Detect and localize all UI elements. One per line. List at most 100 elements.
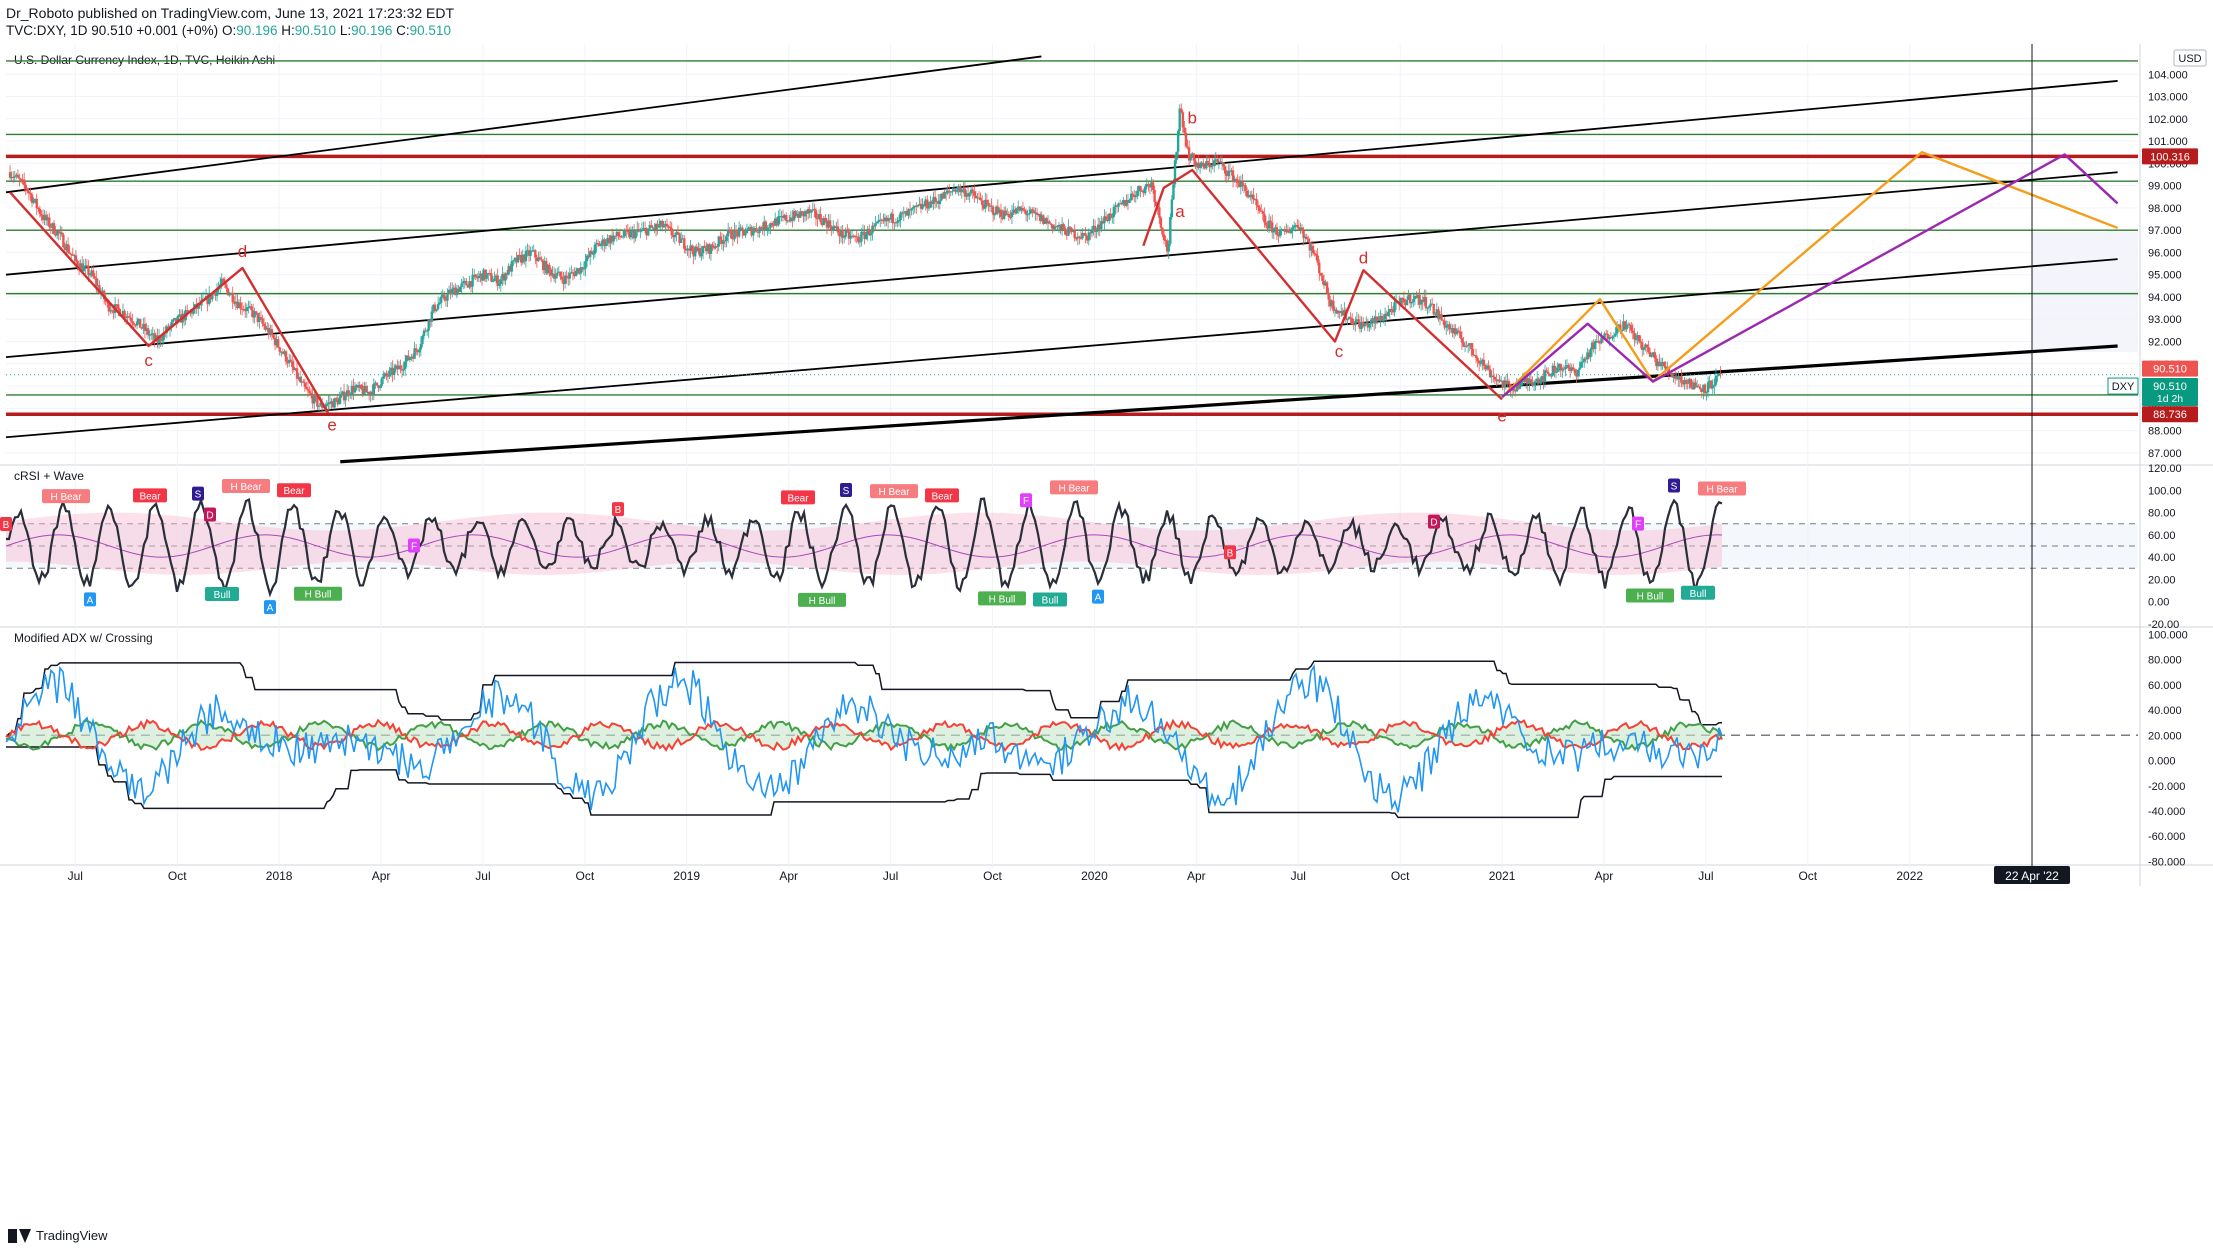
candle-body (1717, 373, 1721, 376)
candle-body (673, 234, 677, 238)
time-tick-label: 2020 (1081, 869, 1108, 883)
candle-body (1583, 358, 1586, 362)
candle-body (1702, 384, 1705, 392)
candle-body (805, 211, 808, 214)
candle-body (737, 227, 741, 237)
candle-body (672, 235, 675, 238)
candle-body (377, 385, 380, 389)
candle-body (382, 376, 385, 379)
candle-body (937, 201, 940, 204)
candle-body (1572, 367, 1575, 370)
candle-body (1564, 366, 1567, 370)
price-tick-label: 97.000 (2148, 225, 2182, 237)
candle-body (1451, 328, 1454, 334)
candle-body (62, 234, 65, 248)
candle-body (709, 244, 713, 254)
candle-body (1586, 352, 1589, 359)
candle-body (74, 255, 78, 262)
candle-body (523, 254, 526, 262)
candle-body (651, 227, 655, 229)
crsi-tick-label: -20.00 (2148, 619, 2179, 631)
candle-body (454, 287, 457, 296)
candle-body (924, 199, 927, 207)
candle-body (1434, 313, 1437, 315)
candle-body (1129, 193, 1133, 201)
candle-body (176, 316, 180, 323)
candle-body (396, 365, 399, 370)
candle-body (996, 206, 1000, 214)
crsi-badge-label: S (195, 490, 202, 501)
candle-body (1325, 282, 1329, 294)
candle-body (1220, 162, 1224, 164)
candle-body (657, 225, 661, 228)
candle-body (548, 264, 551, 270)
price-tag-2 (2142, 378, 2198, 407)
candle-body (345, 390, 349, 397)
candle-body (1518, 385, 1522, 389)
candle-body (596, 243, 600, 245)
candle-body (871, 225, 874, 234)
candle-body (350, 385, 354, 395)
candle-body (408, 357, 412, 360)
candle-body (1639, 341, 1642, 343)
candle-body (593, 244, 597, 254)
candle-body (563, 275, 567, 285)
crsi-badge-label: Bull (1690, 589, 1707, 600)
candle-body (617, 231, 620, 237)
candle-body (10, 176, 13, 178)
candle-body (1297, 227, 1301, 230)
candle-body (107, 301, 111, 312)
candle-body (1100, 221, 1103, 230)
candle-body (167, 326, 170, 330)
candle-body (355, 385, 358, 388)
candle-body (422, 330, 426, 336)
crsi-badge (781, 490, 815, 505)
candle-body (1294, 224, 1297, 226)
candle-body (225, 284, 228, 289)
candle-body (590, 251, 593, 255)
price-change: +0.001 (+0%) (136, 23, 219, 38)
candle-body (60, 232, 64, 235)
candle-body (1286, 229, 1290, 233)
candle-body (982, 204, 985, 209)
candle-body (1648, 351, 1652, 357)
candle-body (795, 213, 799, 217)
candle-body (985, 199, 989, 203)
candle-body (1557, 363, 1561, 368)
candle-body (1183, 127, 1186, 133)
candle-body (1009, 216, 1012, 218)
candle-body (1427, 306, 1431, 308)
candle-body (407, 355, 410, 360)
candle-body (565, 275, 568, 278)
candle-body (1350, 318, 1354, 325)
adx-tick-label: -40.000 (2148, 806, 2185, 818)
candle-body (1647, 347, 1650, 352)
candle-body (579, 267, 582, 274)
candle-body (1380, 316, 1384, 322)
candle-body (502, 273, 506, 281)
candle-body (498, 284, 501, 286)
crsi-tick-label: 0.00 (2148, 597, 2169, 609)
candle-body (634, 231, 637, 239)
candle-body (578, 268, 581, 274)
candle-body (966, 193, 970, 197)
candle-body (639, 230, 642, 232)
candle-body (1316, 255, 1319, 263)
candle-body (1479, 363, 1482, 365)
candle-body (603, 239, 606, 246)
candle-body (1637, 335, 1641, 342)
price-tick-label: 104.000 (2148, 69, 2188, 81)
candle-body (1604, 333, 1608, 335)
candle-body (948, 190, 951, 192)
chart-canvas[interactable]: Jul Oct 2018 Apr Jul Oct 2019 Apr Jul Oct 2020 Apr J… (0, 44, 2213, 1224)
candle-body (1103, 216, 1106, 224)
candle-body (1612, 335, 1616, 337)
crsi-badge-label: B (1227, 548, 1234, 559)
candle-body (560, 276, 564, 280)
candle-body (1026, 214, 1029, 216)
candle-body (1546, 371, 1550, 374)
crsi-badge (133, 488, 167, 503)
candle-body (1216, 159, 1219, 162)
candle-body (1187, 147, 1191, 161)
candle-body (1101, 221, 1105, 224)
